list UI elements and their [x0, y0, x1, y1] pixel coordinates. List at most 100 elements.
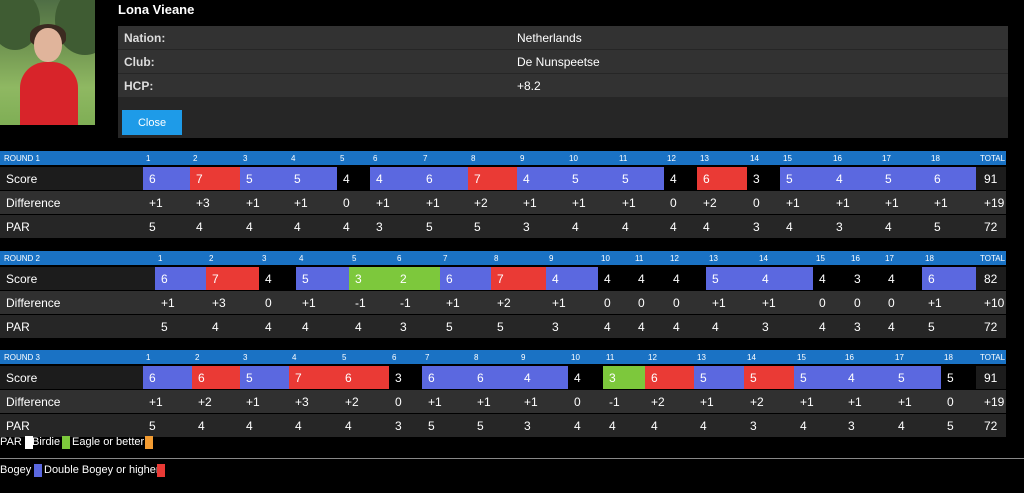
score-value: 7 — [212, 272, 219, 286]
hole-number: 6 — [373, 154, 378, 163]
score-row: Score 6 6 5 7 6 3 6 6 4 4 3 6 5 5 5 4 5 5 91 — [0, 366, 1006, 389]
score-row-label: Score — [6, 272, 38, 286]
difference-value: +1 — [376, 196, 390, 210]
score-cell-bogey: 4 — [546, 267, 598, 290]
hole-number: 15 — [816, 254, 825, 263]
score-cell-double: 7 — [289, 366, 339, 389]
score-cell-bogey: 4 — [370, 167, 420, 190]
score-value: 5 — [246, 371, 253, 385]
difference-value: +1 — [428, 395, 442, 409]
par-value: 4 — [898, 419, 905, 433]
round-header: ROUND 1 1 2 3 4 5 6 7 8 9 10 11 12 13 14 15 16 17 18 TOTAL — [0, 151, 1006, 165]
score-value: 7 — [474, 172, 481, 186]
score-row-label: Score — [6, 371, 38, 385]
hole-number: 8 — [471, 154, 476, 163]
par-value: 3 — [524, 419, 531, 433]
par-value: 4 — [294, 220, 301, 234]
diff-row-label: Difference — [6, 196, 61, 210]
hole-number: 12 — [670, 254, 679, 263]
score-cell-birdie: 4 — [568, 366, 603, 389]
par-value: 5 — [426, 220, 433, 234]
difference-value: +1 — [848, 395, 862, 409]
score-value: 6 — [446, 272, 453, 286]
hole-number: 16 — [833, 154, 842, 163]
score-cell-double: 7 — [206, 267, 259, 290]
score-value: 5 — [302, 272, 309, 286]
difference-value: +1 — [294, 196, 308, 210]
par-swatch — [25, 436, 33, 449]
hole-number: 10 — [601, 254, 610, 263]
legend-double-label: Double Bogey or higher — [44, 464, 160, 476]
difference-value: +2 — [703, 196, 717, 210]
double-swatch — [157, 464, 165, 477]
hole-number: 18 — [944, 353, 953, 362]
diff-total: +10 — [984, 296, 1005, 310]
par-value: 4 — [345, 419, 352, 433]
score-cell-double: 5 — [744, 366, 794, 389]
par-row-label: PAR — [6, 220, 30, 234]
difference-value: +2 — [497, 296, 511, 310]
score-cell-bogey: 6 — [422, 366, 471, 389]
par-value: 5 — [428, 419, 435, 433]
par-value: 4 — [246, 220, 253, 234]
difference-value: +1 — [149, 196, 163, 210]
score-value: 5 — [885, 172, 892, 186]
par-total: 72 — [984, 320, 998, 334]
score-value: 5 — [294, 172, 301, 186]
close-button[interactable]: Close — [122, 110, 182, 135]
difference-value: +1 — [836, 196, 850, 210]
difference-value: 0 — [343, 196, 350, 210]
diff-row: Difference +1 +3 +1 +1 0 +1 +1 +2 +1 +1 +1 0 +2 0 +1 +1 +… — [0, 191, 1006, 214]
score-cell-eagle: 3 — [349, 267, 394, 290]
hole-number: 9 — [549, 254, 554, 263]
difference-value: +1 — [523, 196, 537, 210]
score-cell-double: 6 — [645, 366, 694, 389]
difference-value: -1 — [355, 296, 366, 310]
score-cell-double: 7 — [190, 167, 240, 190]
par-value: 3 — [400, 320, 407, 334]
nation-value: Netherlands — [517, 31, 582, 45]
par-value: 3 — [376, 220, 383, 234]
score-value: 5 — [750, 371, 757, 385]
hole-number: 9 — [520, 154, 525, 163]
score-value: 5 — [898, 371, 905, 385]
legend-bogey-label: Bogey — [0, 464, 32, 476]
hole-number: 9 — [521, 353, 526, 362]
difference-value: +3 — [196, 196, 210, 210]
difference-value: +1 — [161, 296, 175, 310]
score-value: 7 — [497, 272, 504, 286]
birdie-swatch — [62, 436, 70, 449]
score-cell-eagle: 2 — [394, 267, 440, 290]
score-value: 6 — [345, 371, 352, 385]
score-cell-birdie: 4 — [337, 167, 370, 190]
club-row: Club: De Nunspeetse — [118, 50, 1008, 73]
round-header: ROUND 3 1 2 3 4 5 6 7 8 9 10 11 12 13 14 15 16 17 18 TOTAL — [0, 350, 1006, 364]
difference-value: +1 — [898, 395, 912, 409]
score-cell-bogey: 6 — [922, 267, 976, 290]
nation-row: Nation: Netherlands — [118, 26, 1008, 49]
difference-value: +3 — [212, 296, 226, 310]
score-cell-bogey: 5 — [879, 167, 928, 190]
hole-number: 4 — [292, 353, 297, 362]
par-value: 4 — [572, 220, 579, 234]
score-value: 6 — [149, 172, 156, 186]
hole-number: 17 — [885, 254, 894, 263]
par-value: 3 — [753, 220, 760, 234]
score-cell-birdie: 4 — [813, 267, 848, 290]
player-info-panel: Nation: Netherlands Club: De Nunspeetse … — [118, 26, 1008, 138]
legend-par-label: PAR — [0, 436, 22, 448]
score-cell-bogey: 6 — [143, 366, 192, 389]
hole-number: 10 — [571, 353, 580, 362]
nation-label: Nation: — [124, 31, 166, 45]
score-value: 4 — [819, 272, 826, 286]
difference-value: +1 — [934, 196, 948, 210]
score-value: 6 — [703, 172, 710, 186]
total-header: TOTAL — [980, 154, 1006, 163]
club-label: Club: — [124, 55, 155, 69]
score-cell-birdie: 4 — [664, 167, 697, 190]
score-value: 6 — [428, 371, 435, 385]
par-value: 5 — [161, 320, 168, 334]
score-value: 4 — [523, 172, 530, 186]
hole-number: 7 — [423, 154, 428, 163]
score-value: 3 — [355, 272, 362, 286]
